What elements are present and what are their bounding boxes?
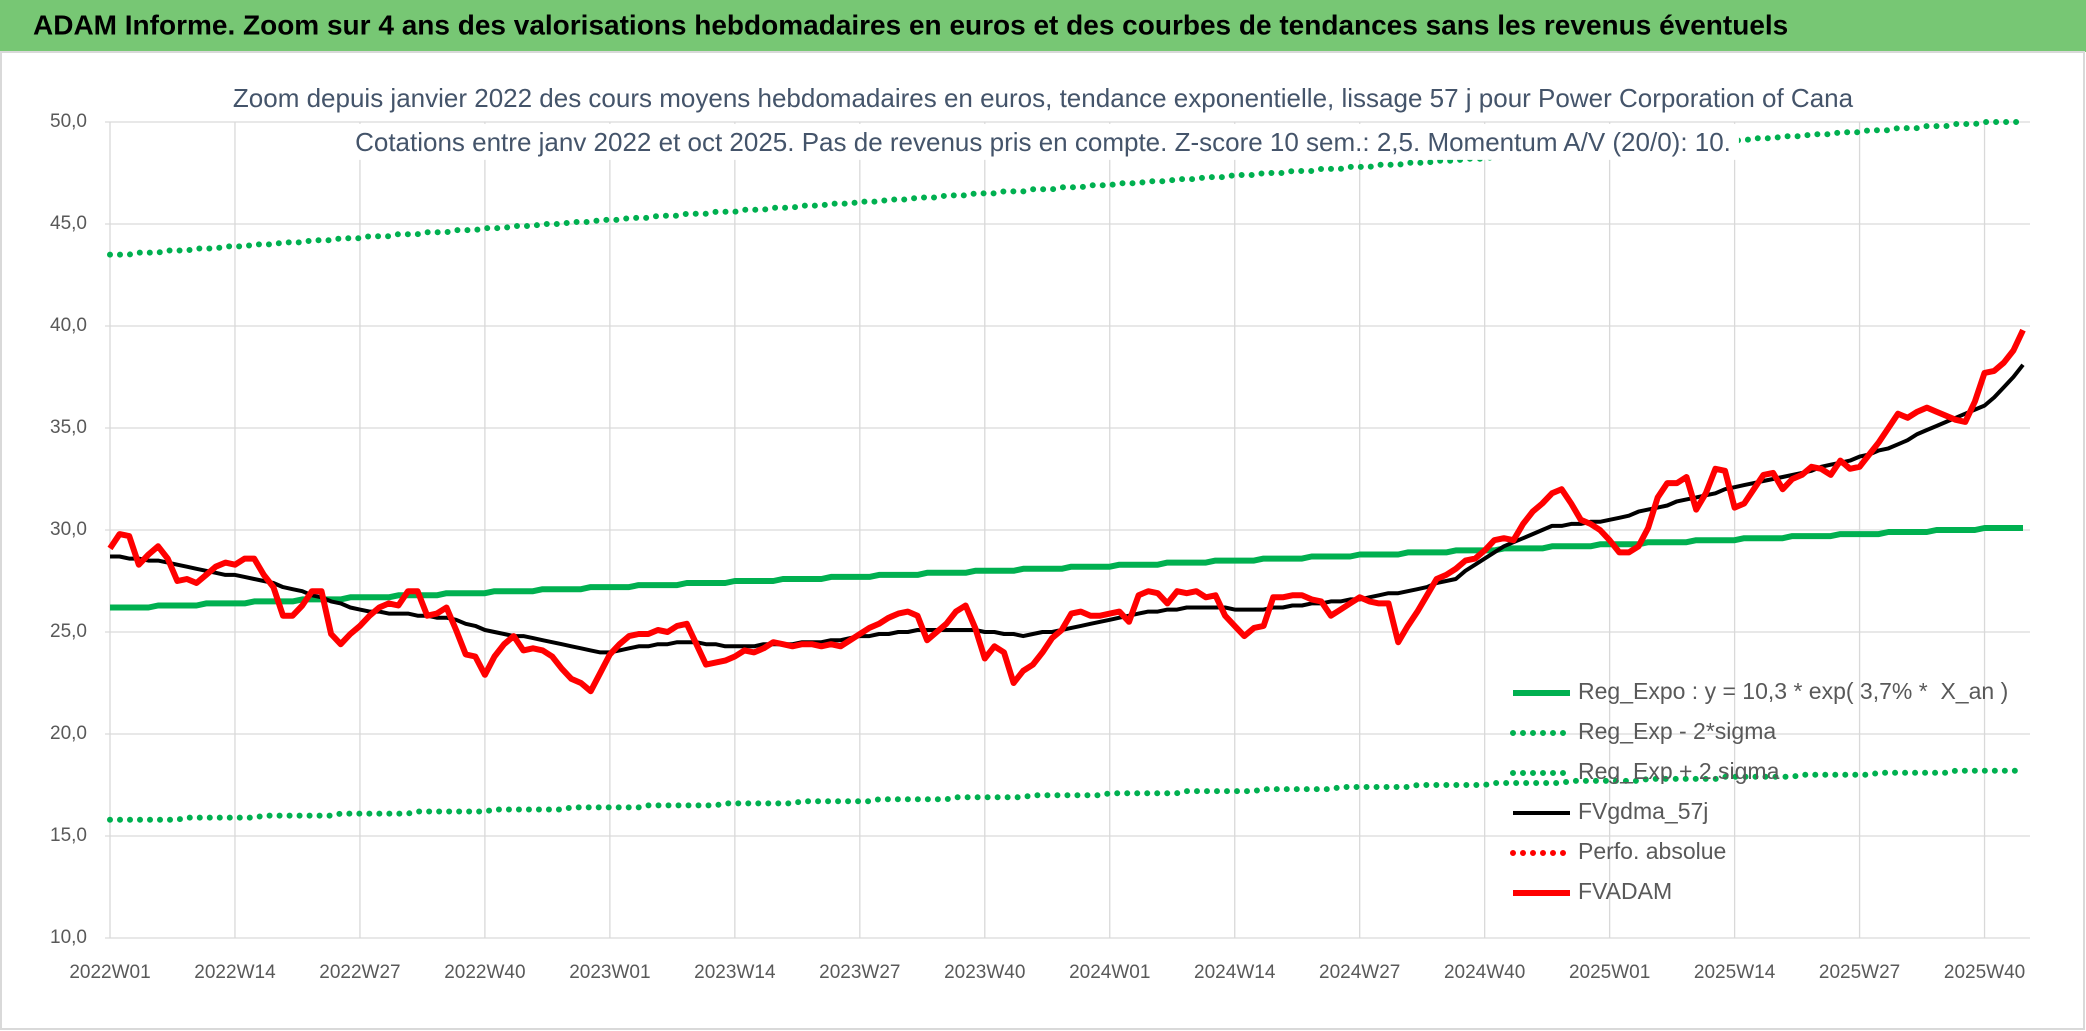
y-tick-label: 35,0 [50,417,87,438]
series-line [107,328,2026,695]
legend-label: Reg_Exp + 2.sigma [1578,758,1780,784]
legend-label: Perfo. absolue [1578,838,1726,864]
x-tick-label: 2022W01 [69,962,150,983]
x-tick-label: 2025W14 [1694,962,1776,983]
x-tick-label: 2022W40 [444,962,525,983]
y-tick-label: 10,0 [50,927,87,948]
x-tick-label: 2023W27 [819,962,900,983]
x-tick-label: 2022W14 [194,962,276,983]
legend-label: Reg_Exp - 2*sigma [1578,718,1776,744]
x-tick-label: 2024W40 [1444,962,1525,983]
chart-subtitle: Cotations entre janv 2022 et oct 2025. P… [355,127,1731,157]
y-tick-label: 20,0 [50,723,87,744]
title-background [224,79,1862,116]
y-tick-label: 30,0 [50,519,87,540]
x-tick-label: 2024W01 [1069,962,1150,983]
x-tick-label: 2025W40 [1944,962,2025,983]
x-tick-label: 2024W14 [1194,962,1276,983]
legend-label: FVADAM [1578,878,1672,904]
series-line [110,525,2023,611]
y-tick-label: 15,0 [50,825,87,846]
y-tick-label: 40,0 [50,315,87,336]
header-bar [0,0,2086,52]
legend-label: FVgdma_57j [1578,798,1708,824]
title-background [347,123,1739,160]
x-tick-label: 2025W01 [1569,962,1650,983]
legend-label: Reg_Expo : y = 10,3 * exp( 3,7% * X_an ) [1578,678,2008,704]
header-title: ADAM Informe. Zoom sur 4 ans des valoris… [33,9,1788,40]
series-line [107,767,2026,823]
y-tick-label: 45,0 [50,213,87,234]
x-tick-label: 2024W27 [1319,962,1400,983]
series-line [107,119,2026,258]
x-tick-label: 2022W27 [319,962,400,983]
x-tick-label: 2023W14 [694,962,776,983]
x-tick-label: 2023W40 [944,962,1025,983]
y-tick-label: 50,0 [50,111,87,132]
x-tick-label: 2025W27 [1819,962,1900,983]
chart-frame [0,51,2085,1030]
y-tick-label: 25,0 [50,621,87,642]
x-tick-label: 2023W01 [569,962,650,983]
chart-title: Zoom depuis janvier 2022 des cours moyen… [233,83,1854,113]
